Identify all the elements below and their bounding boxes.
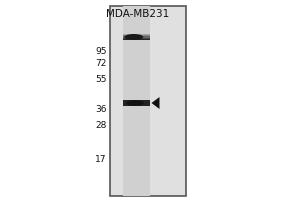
Bar [123,38,150,39]
Bar [110,6,186,196]
Text: 36: 36 [95,105,106,114]
Bar [123,39,150,40]
Bar [123,6,150,196]
Bar [123,34,150,35]
Ellipse shape [124,34,143,40]
Bar [123,35,150,36]
Bar [186,0,300,200]
Bar [123,100,150,106]
Text: MDA-MB231: MDA-MB231 [106,9,170,19]
Text: 28: 28 [95,120,106,130]
Ellipse shape [126,100,144,106]
Bar [123,36,150,38]
Text: 95: 95 [95,46,106,55]
Bar [0,0,112,200]
Polygon shape [152,97,160,109]
Text: 17: 17 [95,154,106,164]
Text: 55: 55 [95,74,106,84]
Text: 72: 72 [95,58,106,68]
